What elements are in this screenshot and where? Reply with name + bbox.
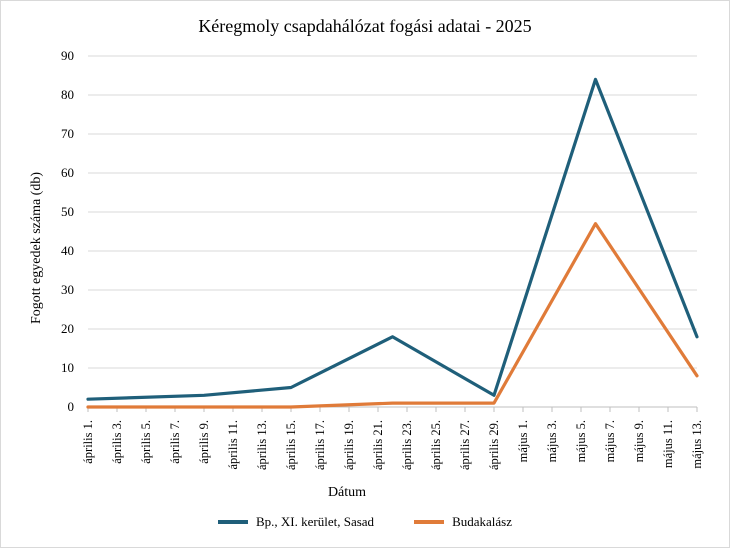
y-tick-label: 70: [61, 126, 74, 141]
y-tick-label: 80: [61, 87, 74, 102]
legend-label-budakalasz: Budakalász: [452, 514, 512, 529]
x-tick-label: április 5.: [139, 420, 153, 464]
series-line-budakalasz: [86, 222, 699, 409]
x-tick-label: április 7.: [168, 420, 182, 464]
y-tick-label: 20: [61, 321, 74, 336]
y-tick-label: 90: [61, 48, 74, 63]
x-tick-label: április 11.: [226, 420, 240, 470]
x-tick-label: április 21.: [371, 420, 385, 470]
x-tick-label: április 1.: [81, 420, 95, 464]
legend-item-sasad: Bp., XI. kerület, Sasad: [218, 514, 374, 530]
x-tick-label: április 17.: [313, 420, 327, 470]
x-tick-label: április 19.: [342, 420, 356, 470]
y-tick-label: 30: [61, 282, 74, 297]
series-line-sasad: [86, 77, 699, 401]
legend-label-sasad: Bp., XI. kerület, Sasad: [256, 514, 375, 529]
x-tick-label: április 3.: [110, 420, 124, 464]
x-tick-label: május 11.: [661, 420, 675, 468]
y-tick-label: 60: [61, 165, 74, 180]
legend-swatch-budakalasz: [414, 520, 445, 524]
x-tick-label: május 7.: [603, 420, 617, 462]
x-tick-label: április 13.: [255, 420, 269, 470]
x-tick-label: május 13.: [690, 420, 704, 469]
x-tick-label: április 29.: [487, 420, 501, 470]
x-tick-label: április 27.: [458, 420, 472, 470]
x-tick-label: április 15.: [284, 420, 298, 470]
y-tick-label: 50: [61, 204, 74, 219]
chart-title: Kéregmoly csapdahálózat fogási adatai - …: [198, 16, 532, 36]
x-tick-label: április 25.: [429, 420, 443, 470]
legend: Bp., XI. kerület, Sasad Budakalász: [1, 514, 729, 530]
x-axis-label: Dátum: [327, 485, 367, 500]
x-tick-label: április 9.: [197, 420, 211, 464]
x-tick-label: május 9.: [632, 420, 646, 462]
x-tick-label: május 1.: [516, 420, 530, 462]
y-tick-label: 40: [61, 243, 74, 258]
x-tick-label: április 23.: [400, 420, 414, 470]
x-tick-label: május 3.: [545, 420, 559, 462]
x-tick-label: május 5.: [574, 420, 588, 462]
legend-item-budakalasz: Budakalász: [414, 514, 512, 530]
legend-swatch-sasad: [218, 520, 248, 524]
y-tick-label: 0: [68, 399, 75, 414]
y-tick-label: 10: [61, 360, 74, 375]
y-axis-label: Fogott egyedek száma (db): [29, 171, 44, 325]
